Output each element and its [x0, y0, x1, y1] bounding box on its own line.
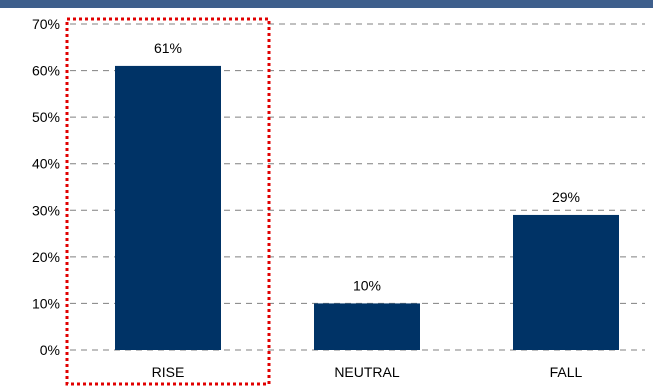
bar-fall	[513, 214, 619, 350]
y-axis-tick-labels: 0% 10% 20% 30% 40% 50% 60% 70%	[32, 16, 60, 358]
y-tick-label: 60%	[32, 63, 60, 79]
y-tick-label: 10%	[32, 295, 60, 311]
bar-neutral	[314, 303, 420, 350]
y-tick-label: 50%	[32, 109, 60, 125]
data-label-rise: 61%	[154, 40, 182, 56]
data-label-fall: 29%	[552, 189, 580, 205]
data-labels: 61% 10% 29%	[154, 40, 580, 294]
bars	[115, 65, 619, 351]
y-tick-label: 70%	[32, 16, 60, 32]
category-label-fall: FALL	[550, 364, 583, 380]
y-tick-label: 20%	[32, 249, 60, 265]
y-tick-label: 0%	[40, 342, 60, 358]
y-tick-label: 40%	[32, 156, 60, 172]
y-tick-label: 30%	[32, 202, 60, 218]
category-labels: RISE NEUTRAL FALL	[152, 364, 583, 380]
data-label-neutral: 10%	[353, 277, 381, 293]
bar-rise	[115, 65, 221, 351]
category-label-neutral: NEUTRAL	[334, 364, 400, 380]
top-banner-strip	[0, 0, 653, 8]
category-label-rise: RISE	[152, 364, 185, 380]
highlight-box-rise	[65, 17, 271, 386]
